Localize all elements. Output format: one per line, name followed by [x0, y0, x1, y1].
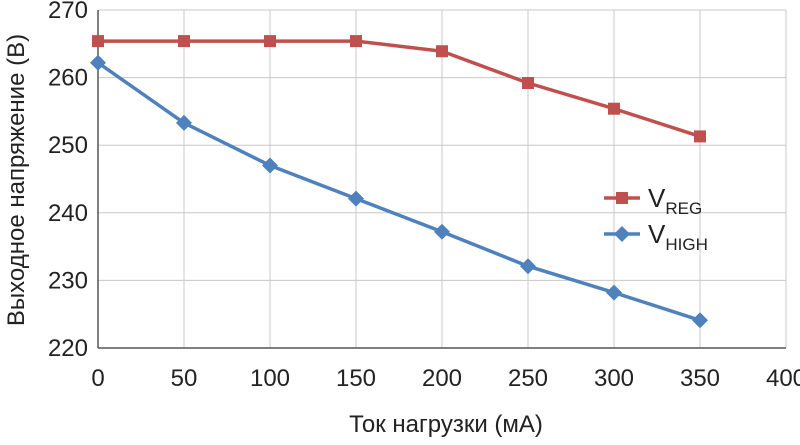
data-point-v-reg [608, 102, 620, 115]
data-point-v-high [692, 312, 708, 329]
data-point-v-reg [436, 45, 448, 58]
data-point-v-high [262, 157, 278, 174]
y-tick-label: 230 [48, 267, 88, 294]
data-point-v-high [348, 190, 364, 207]
x-tick-label: 350 [680, 365, 720, 392]
data-point-v-high [90, 54, 106, 71]
legend-label-subscript: REG [665, 199, 702, 218]
x-tick-label: 300 [594, 365, 634, 392]
legend-label-main: V [648, 219, 666, 249]
legend-label: VHIGH [648, 219, 708, 254]
y-tick-label: 240 [48, 200, 88, 227]
legend-label-subscript: HIGH [665, 235, 708, 254]
y-tick-label: 250 [48, 132, 88, 159]
data-point-v-reg [522, 77, 534, 90]
legend-label: VREG [648, 183, 702, 218]
legend-label-main: V [648, 183, 666, 213]
legend-marker [616, 192, 628, 204]
x-tick-label: 100 [250, 365, 290, 392]
data-point-v-reg [178, 35, 190, 48]
x-tick-label: 50 [171, 365, 198, 392]
data-point-v-high [606, 284, 622, 301]
grid [97, 9, 787, 349]
series-line-v-high [96, 61, 701, 322]
data-point-v-high [520, 258, 536, 275]
data-point-v-high [434, 223, 450, 240]
x-tick-label: 150 [336, 365, 376, 392]
data-point-v-reg [264, 35, 276, 48]
x-tick-label: 400 [766, 365, 800, 392]
data-point-v-reg [694, 130, 706, 143]
tick-labels: 0 50 100 150 200 250 300 350 400 220 230 240 250 260 2… [48, 0, 800, 392]
x-axis-label: Ток нагрузки (мА) [349, 411, 543, 438]
series-group [90, 35, 708, 329]
x-tick-label: 0 [91, 365, 104, 392]
data-point-v-reg [350, 35, 362, 48]
series-v-high [90, 54, 708, 329]
y-tick-label: 270 [48, 0, 88, 24]
series-line-v-reg [98, 39, 701, 139]
legend-item-v-reg: VREG [604, 183, 702, 218]
data-point-v-reg [92, 35, 104, 48]
series-v-reg [92, 35, 706, 143]
x-tick-label: 200 [422, 365, 462, 392]
y-tick-label: 220 [48, 335, 88, 362]
data-point-v-high [176, 114, 192, 131]
x-tick-label: 250 [508, 365, 548, 392]
legend-item-v-high: VHIGH [604, 219, 708, 254]
y-axis-label: Выходное напряжение (В) [3, 34, 30, 326]
legend-marker [614, 226, 630, 242]
y-tick-label: 260 [48, 65, 88, 92]
